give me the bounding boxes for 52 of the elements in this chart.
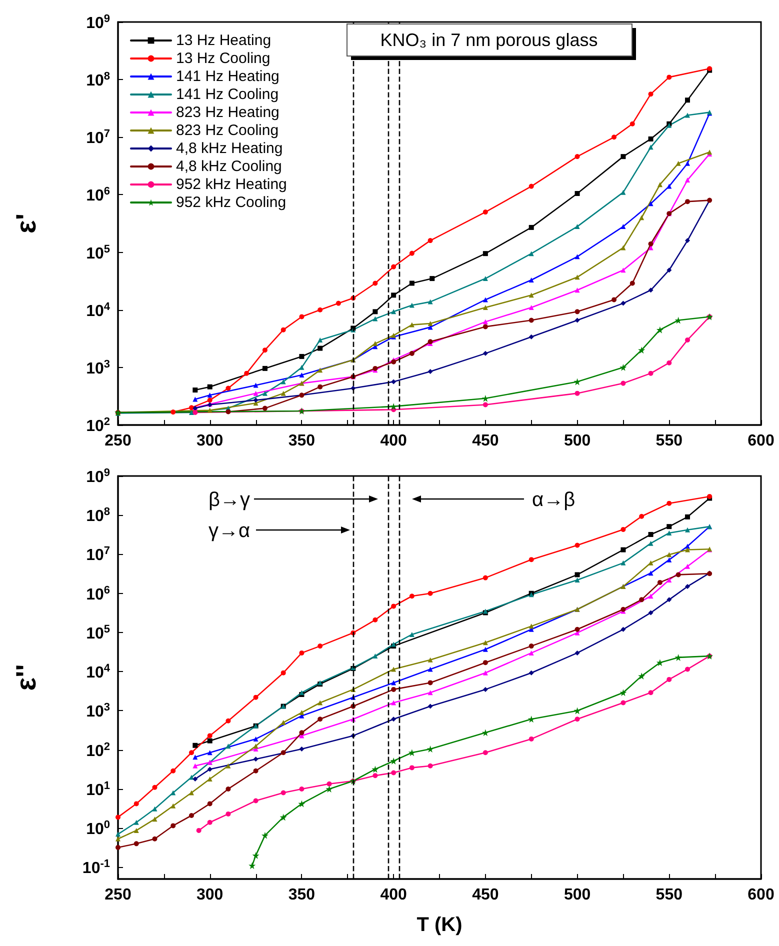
y-tick-label: 10$^{7}$ bbox=[86, 545, 110, 564]
y-tick-label: 10$^{4}$ bbox=[86, 300, 111, 320]
legend-label: 13 Hz Heating bbox=[176, 32, 272, 49]
x-tick-label: 600 bbox=[748, 432, 774, 450]
legend-label: 952 kHz Heating bbox=[176, 176, 287, 193]
annotation: α→β bbox=[532, 489, 576, 511]
x-tick-label: 400 bbox=[380, 886, 408, 904]
y-tick-label: 10$^{3}$ bbox=[86, 702, 110, 721]
x-tick-label: 300 bbox=[196, 886, 224, 904]
x-tick-label: 350 bbox=[288, 432, 316, 450]
x-tick-label: 450 bbox=[472, 432, 499, 450]
legend-label: 141 Hz Heating bbox=[176, 68, 280, 85]
x-tick-label: 250 bbox=[104, 432, 132, 450]
y-tick-label: 10$^{7}$ bbox=[86, 128, 110, 148]
y-tick-label: 10$^{4}$ bbox=[86, 662, 111, 682]
annotation: β→γ bbox=[208, 489, 250, 511]
legend-label: 952 kHz Cooling bbox=[176, 194, 286, 211]
annotation: KNO₃ in 7 nm porous glass bbox=[380, 30, 598, 50]
y-tick-label: 10$^{0}$ bbox=[86, 819, 110, 838]
legend-label: 13 Hz Cooling bbox=[176, 50, 270, 67]
y-tick-label: 10$^{1}$ bbox=[86, 780, 110, 799]
y-tick-label: 10$^{8}$ bbox=[86, 506, 110, 526]
y-tick-label: 10$^{2}$ bbox=[86, 740, 110, 760]
x-tick-label: 300 bbox=[196, 432, 224, 450]
legend-label: 141 Hz Cooling bbox=[176, 86, 279, 103]
y-axis-title: ε'' bbox=[10, 664, 42, 691]
y-tick-label: 10$^{3}$ bbox=[86, 358, 110, 378]
legend-label: 823 Hz Heating bbox=[176, 104, 280, 121]
x-tick-label: 500 bbox=[564, 432, 591, 450]
x-tick-label: 400 bbox=[380, 432, 408, 450]
x-tick-label: 550 bbox=[656, 432, 683, 450]
x-tick-label: 550 bbox=[656, 886, 683, 904]
y-tick-label: 10$^{2}$ bbox=[86, 416, 110, 435]
x-tick-label: 450 bbox=[472, 886, 499, 904]
x-tick-label: 500 bbox=[564, 886, 591, 904]
y-tick-label: 10$^{5}$ bbox=[86, 623, 110, 642]
y-tick-label: 10$^{9}$ bbox=[86, 13, 110, 32]
y-tick-label: 10$^{5}$ bbox=[86, 243, 110, 262]
legend-label: 4,8 kHz Cooling bbox=[176, 158, 282, 175]
x-axis-title: T (K) bbox=[416, 914, 462, 936]
annotation: γ→α bbox=[208, 520, 250, 542]
y-tick-label: 10$^{6}$ bbox=[86, 186, 110, 205]
y-tick-label: 10$^{8}$ bbox=[86, 70, 110, 90]
y-tick-label: 10$^{-1}$ bbox=[82, 858, 110, 878]
x-tick-label: 250 bbox=[104, 886, 132, 904]
y-tick-label: 10$^{9}$ bbox=[86, 467, 110, 486]
y-axis-title: ε' bbox=[10, 214, 42, 234]
legend-label: 4,8 kHz Heating bbox=[176, 140, 283, 157]
x-tick-label: 600 bbox=[748, 886, 774, 904]
y-tick-label: 10$^{6}$ bbox=[86, 584, 110, 604]
legend-label: 823 Hz Cooling bbox=[176, 122, 279, 139]
x-tick-label: 350 bbox=[288, 886, 316, 904]
